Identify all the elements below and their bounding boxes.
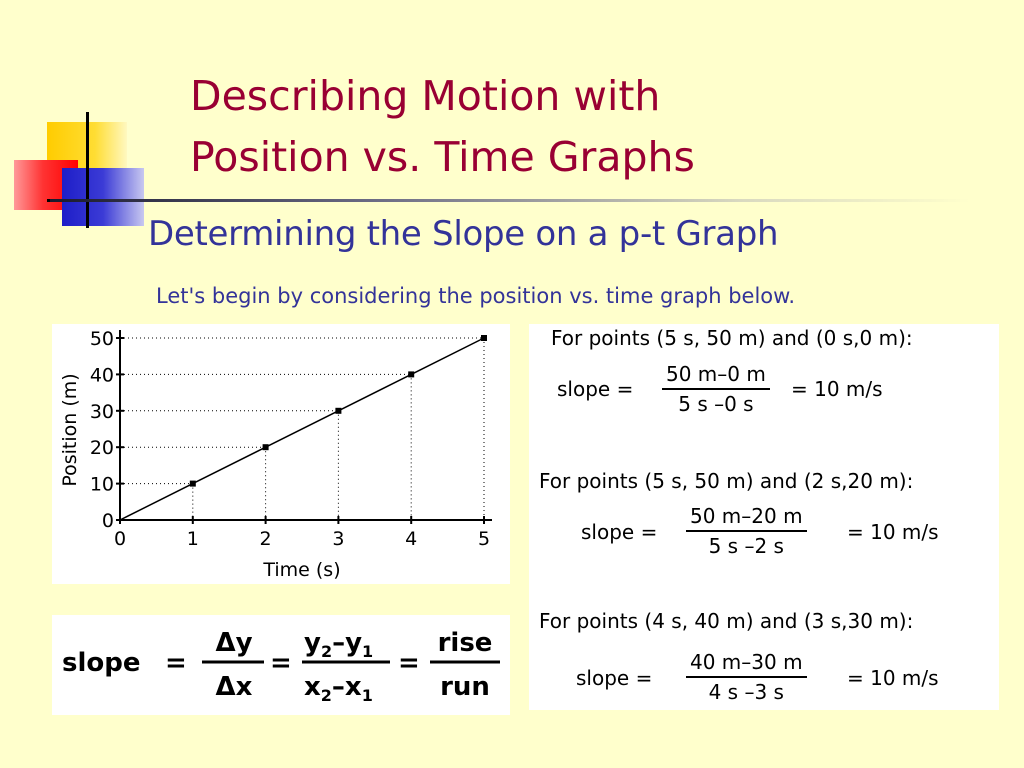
x-tick-label-3: 3 <box>332 528 344 550</box>
example-3-numerator: 40 m–30 m <box>686 650 807 678</box>
position-time-graph-panel: 0 1 2 3 4 5 0 10 20 30 40 50 Time (s) Position (m) <box>52 324 510 584</box>
data-point-2 <box>262 444 269 451</box>
example-3-fraction: 40 m–30 m 4 s –3 s <box>686 650 807 704</box>
data-point-5 <box>481 335 487 341</box>
y-tick-label-20: 20 <box>90 437 114 459</box>
example-1-result: = 10 m/s <box>791 377 883 401</box>
x-tick-label-4: 4 <box>405 528 417 550</box>
y-tick-label-10: 10 <box>90 474 114 496</box>
formula-equals-1: = <box>165 648 187 678</box>
example-3-heading: For points (4 s, 40 m) and (3 s,30 m): <box>539 609 914 633</box>
slide-title: Describing Motion with Position vs. Time… <box>190 66 695 188</box>
formula-equals-3: = <box>398 648 420 678</box>
data-point-4 <box>408 371 415 378</box>
data-point-1 <box>189 480 196 487</box>
example-1-denominator: 5 s –0 s <box>678 392 754 416</box>
formula-equals-2: = <box>270 648 292 678</box>
svg-text:x2–x1: x2–x1 <box>304 672 373 705</box>
deco-blue-square <box>62 168 144 226</box>
example-2-fraction: 50 m–20 m 5 s –2 s <box>686 504 807 558</box>
formula-delta-x: Δx <box>216 672 253 702</box>
title-divider <box>50 199 970 202</box>
slope-formula: slope = Δy Δx = y2–y1 x2–x1 = rise run <box>62 628 500 705</box>
example-1-numerator: 50 m–0 m <box>662 362 770 390</box>
y-tick-label-40: 40 <box>90 364 114 386</box>
x-tick-label-5: 5 <box>478 528 490 550</box>
example-2-heading: For points (5 s, 50 m) and (2 s,20 m): <box>539 469 914 493</box>
formula-difference-numerator: y2–y1 <box>304 628 373 661</box>
slide-subtitle: Determining the Slope on a p-t Graph <box>148 214 779 254</box>
example-1-fraction: 50 m–0 m 5 s –0 s <box>662 362 770 416</box>
x-tick-label-2: 2 <box>260 528 272 550</box>
formula-delta-y: Δy <box>215 628 252 658</box>
example-2-result: = 10 m/s <box>847 520 939 544</box>
y-tick-label-0: 0 <box>102 510 114 532</box>
deco-vertical-line <box>86 112 89 228</box>
x-tick-label-0: 0 <box>114 528 126 550</box>
slope-formula-panel: slope = Δy Δx = y2–y1 x2–x1 = rise run <box>52 615 510 715</box>
series-line-1 <box>119 337 485 521</box>
title-line-1: Describing Motion with <box>190 72 661 120</box>
formula-rise: rise <box>438 628 493 658</box>
slope-examples-panel: For points (5 s, 50 m) and (0 s,0 m): sl… <box>529 324 999 710</box>
example-3-slope-label: slope = <box>576 666 653 690</box>
x-tick-label-1: 1 <box>187 528 199 550</box>
example-2-numerator: 50 m–20 m <box>686 504 807 532</box>
example-2-slope-label: slope = <box>581 520 658 544</box>
example-2-denominator: 5 s –2 s <box>708 534 784 558</box>
example-3-result: = 10 m/s <box>847 666 939 690</box>
formula-slope-label: slope <box>62 648 141 678</box>
intro-text: Let's begin by considering the position … <box>156 284 796 308</box>
example-1-slope-label: slope = <box>557 377 634 401</box>
y-axis-label: Position (m) <box>59 373 81 486</box>
y-tick-label-50: 50 <box>90 328 114 350</box>
formula-run: run <box>440 672 490 702</box>
example-3-denominator: 4 s –3 s <box>708 680 784 704</box>
example-1-heading: For points (5 s, 50 m) and (0 s,0 m): <box>551 326 913 350</box>
formula-difference-denominator: x2–x1 <box>304 672 373 705</box>
y-tick-label-30: 30 <box>90 401 114 423</box>
title-line-2: Position vs. Time Graphs <box>190 133 695 181</box>
svg-text:y2–y1: y2–y1 <box>304 628 373 661</box>
x-axis-label: Time (s) <box>262 559 340 581</box>
data-point-3 <box>335 407 342 414</box>
